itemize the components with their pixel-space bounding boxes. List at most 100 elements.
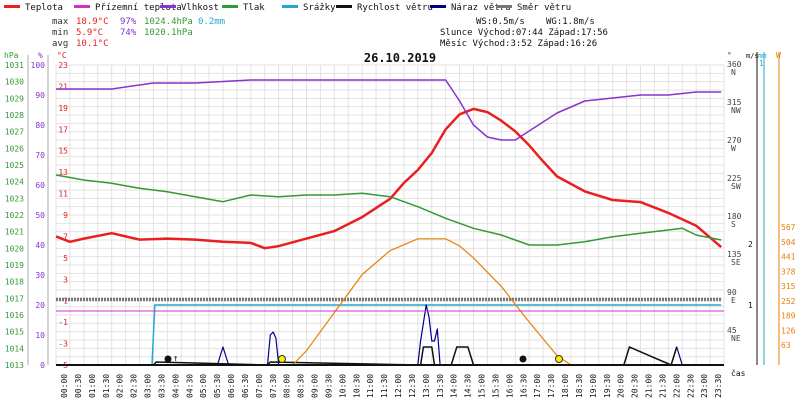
temperature-tick: 17 [58,125,68,134]
x-axis: 00:00 00:30 01:00 01:30 02:00 02:30 03:00 03:30… [60,368,746,398]
legend-swatch-6 [430,5,446,8]
x-tick: 23:00 [700,374,709,398]
x-tick: 07:00 [255,374,264,398]
solar-tick: 315 [781,282,796,291]
stats-avg-temp: 10.1°C [76,39,109,49]
stats-precip: 0.2mm [198,17,225,27]
wind-dir-tick: 315 [727,98,742,107]
x-tick: 02:30 [130,374,139,398]
x-tick: 06:00 [227,374,236,398]
legend-label-4: Srážky [303,3,336,13]
legend-label-3: Tlak [243,3,265,13]
humidity-tick: 70 [35,151,45,160]
x-tick: 18:00 [561,374,570,398]
humidity-tick: 30 [35,271,45,280]
temperature-tick: 5 [63,254,68,263]
solar-tick: 63 [781,341,791,350]
stats-sun: Slunce Východ:07:44 Západ:17:56 [440,28,608,38]
stats-max-temp: 18.9°C [76,17,109,27]
humidity-axis-label: % [38,51,43,60]
pressure-tick: 1019 [5,261,24,270]
stats-max-press: 1024.4hPa [144,17,193,27]
pressure-tick: 1015 [5,328,24,337]
humidity-tick: 0 [40,361,45,370]
pressure-tick: 1016 [5,311,24,320]
plot-area [55,79,724,366]
x-tick: 13:30 [436,374,445,398]
temperature-tick: 23 [58,61,68,70]
x-tick: 09:30 [324,374,333,398]
legend-label-1: Přízemní teplota [95,3,182,13]
x-tick: 19:00 [589,374,598,398]
wind-dir-tick: 45 [727,326,737,335]
moonrise-marker [164,355,172,363]
x-tick: 17:30 [547,374,556,398]
solar-tick: 378 [781,267,796,276]
x-tick: 05:00 [199,374,208,398]
temperature-tick: 3 [63,275,68,284]
wind-dir-name: NE [731,334,741,343]
x-tick: 13:00 [422,374,431,398]
legend-label-0: Teplota [25,3,63,13]
stats-panel: max 18.9°C 97% 1024.4hPa 0.2mm min 5.9°C… [52,17,608,49]
x-tick: 07:30 [269,374,278,398]
solar-tick: 126 [781,326,796,335]
x-tick: 18:30 [575,374,584,398]
solar-axis-label: W [776,51,781,60]
x-tick: 05:30 [213,374,222,398]
humidity-tick: 40 [35,241,45,250]
x-tick: 15:00 [478,374,487,398]
temperature-tick: 19 [58,104,68,113]
x-tick: 17:00 [533,374,542,398]
x-tick: 08:00 [283,374,292,398]
pressure-tick: 1022 [5,211,24,220]
pressure-tick: 1030 [5,78,24,87]
solar-tick: 504 [781,238,796,247]
x-tick: 06:30 [241,374,250,398]
legend-label-6: Náraz větru [451,3,511,13]
stats-ws: WS:0.5m/s [476,17,525,27]
stats-min-label: min [52,28,68,38]
wind-dir-name: SE [731,258,741,267]
temperature-tick: -3 [58,340,68,349]
x-tick: 02:00 [116,374,125,398]
temperature-tick: 13 [58,168,68,177]
legend: Teplota Přízemní teplota Vlhkost Tlak Srážky… [4,3,571,13]
x-tick: 14:30 [464,374,473,398]
legend-label-2: Vlhkost [181,3,219,13]
wind-speed-tick: 2 [748,240,753,249]
pressure-tick: 1021 [5,228,24,237]
pressure-tick: 1024 [5,178,24,187]
legend-swatch-3 [222,5,238,8]
x-tick: 21:00 [645,374,654,398]
stats-max-hum: 97% [120,17,137,27]
legend-label-7: Směr větru [517,3,571,13]
wind-dir-tick: 90 [727,288,737,297]
moonrise-arrow-icon: ↑ [173,354,178,364]
x-tick: 01:00 [88,374,97,398]
temperature-tick: -1 [58,318,68,327]
wind-speed-tick: 1 [748,301,753,310]
humidity-tick: 100 [31,61,46,70]
temperature-tick: 21 [58,82,68,91]
wind-dir-name: S [731,220,736,229]
x-tick: 04:30 [185,374,194,398]
sunset-icon [555,355,563,363]
series-line-1 [56,79,722,141]
x-tick: 11:30 [380,374,389,398]
x-tick: 10:30 [352,374,361,398]
humidity-tick: 90 [35,91,45,100]
pressure-tick: 1025 [5,161,24,170]
legend-swatch-4 [282,5,298,8]
humidity-tick: 20 [35,301,45,310]
pressure-tick: 1017 [5,294,24,303]
humidity-tick: 50 [35,211,45,220]
x-tick: 03:00 [144,374,153,398]
temperature-tick: 7 [63,232,68,241]
x-tick: 01:30 [102,374,111,398]
x-tick: 12:30 [408,374,417,398]
astro-markers: ↑ [164,354,563,364]
wind-dir-tick: 225 [727,174,742,183]
x-tick: 20:00 [617,374,626,398]
